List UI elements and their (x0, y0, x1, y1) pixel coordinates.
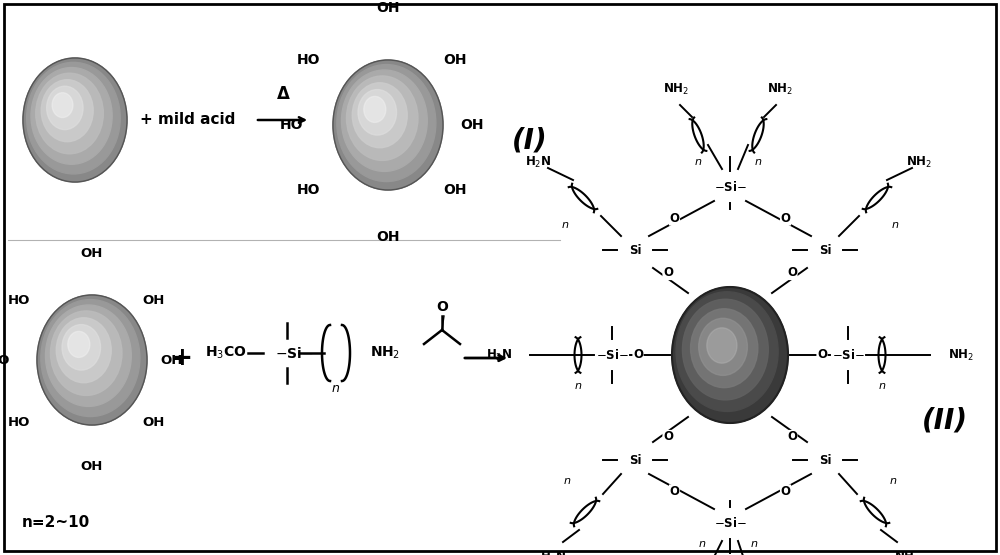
Text: Si: Si (629, 453, 641, 467)
Ellipse shape (50, 311, 122, 395)
Text: OH: OH (443, 183, 466, 197)
Text: n: n (890, 476, 896, 486)
Text: OH: OH (160, 354, 182, 366)
Ellipse shape (37, 295, 147, 425)
Ellipse shape (676, 292, 778, 411)
Ellipse shape (333, 60, 443, 190)
Text: Si: Si (629, 244, 641, 256)
Text: O: O (670, 212, 680, 225)
Text: n: n (574, 381, 582, 391)
Ellipse shape (341, 70, 427, 171)
Text: n: n (694, 157, 702, 167)
Ellipse shape (364, 97, 386, 123)
Text: Si: Si (819, 453, 831, 467)
Text: O: O (817, 349, 827, 361)
Text: +: + (172, 346, 192, 370)
Text: O: O (633, 349, 643, 361)
Text: OH: OH (443, 53, 466, 67)
Text: n: n (564, 476, 570, 486)
Text: O: O (663, 431, 673, 443)
Text: $-$Si$-$: $-$Si$-$ (714, 180, 746, 194)
Text: HO: HO (8, 416, 30, 428)
Text: OH: OH (81, 247, 103, 260)
Ellipse shape (41, 300, 140, 417)
Text: NH$_2$: NH$_2$ (948, 347, 974, 362)
Ellipse shape (691, 309, 758, 387)
Ellipse shape (352, 83, 407, 148)
Text: n: n (750, 539, 758, 549)
Text: OH: OH (460, 118, 484, 132)
Ellipse shape (707, 328, 737, 363)
Text: O: O (436, 300, 448, 314)
Text: O: O (787, 266, 797, 280)
Text: Δ: Δ (277, 85, 289, 103)
Ellipse shape (52, 93, 73, 118)
Ellipse shape (56, 318, 111, 383)
Text: HO: HO (0, 354, 10, 366)
Ellipse shape (36, 73, 103, 154)
Text: O: O (663, 266, 673, 280)
Text: OH: OH (376, 1, 400, 15)
Text: n: n (755, 157, 762, 167)
Ellipse shape (337, 64, 436, 181)
Text: $-$Si$-$: $-$Si$-$ (275, 346, 314, 361)
Ellipse shape (62, 325, 101, 370)
Ellipse shape (23, 58, 127, 182)
Ellipse shape (358, 89, 397, 135)
Text: n=2~10: n=2~10 (22, 515, 90, 530)
Text: O: O (670, 485, 680, 498)
Ellipse shape (68, 331, 90, 357)
Ellipse shape (699, 318, 747, 375)
Text: + mild acid: + mild acid (140, 113, 235, 128)
Text: n: n (892, 220, 898, 230)
Ellipse shape (672, 287, 788, 423)
Ellipse shape (27, 62, 120, 174)
Text: NH$_2$: NH$_2$ (906, 155, 932, 170)
Text: HO: HO (296, 53, 320, 67)
Ellipse shape (41, 80, 93, 142)
Ellipse shape (47, 86, 83, 130)
Ellipse shape (682, 299, 768, 400)
Ellipse shape (346, 76, 418, 160)
Text: O: O (780, 485, 790, 498)
Text: (II): (II) (922, 406, 968, 434)
Text: H$_2$N: H$_2$N (540, 550, 566, 555)
Text: OH: OH (142, 416, 164, 428)
Text: H$_2$N: H$_2$N (486, 347, 512, 362)
Ellipse shape (45, 305, 131, 406)
Text: OH: OH (376, 230, 400, 244)
Text: H$_3$CO: H$_3$CO (205, 345, 247, 361)
Text: n: n (562, 220, 568, 230)
Text: (I): (I) (512, 126, 548, 154)
Text: n: n (698, 539, 706, 549)
Text: H$_2$N: H$_2$N (525, 155, 551, 170)
Text: NH$_2$: NH$_2$ (894, 550, 920, 555)
Text: HO: HO (8, 294, 30, 306)
Text: n: n (879, 381, 886, 391)
Text: O: O (780, 212, 790, 225)
Text: OH: OH (81, 460, 103, 473)
Text: HO: HO (280, 118, 303, 132)
Text: $-$Si$-$: $-$Si$-$ (832, 348, 864, 362)
Text: Si: Si (819, 244, 831, 256)
Text: HO: HO (296, 183, 320, 197)
Text: OH: OH (142, 294, 164, 306)
Ellipse shape (31, 68, 112, 164)
Text: NH$_2$: NH$_2$ (370, 345, 400, 361)
Text: NH$_2$: NH$_2$ (663, 82, 689, 97)
Text: n: n (332, 382, 340, 395)
Text: NH$_2$: NH$_2$ (767, 82, 793, 97)
Text: O: O (787, 431, 797, 443)
Text: $-$Si$-$: $-$Si$-$ (596, 348, 628, 362)
Text: $-$Si$-$: $-$Si$-$ (714, 516, 746, 530)
